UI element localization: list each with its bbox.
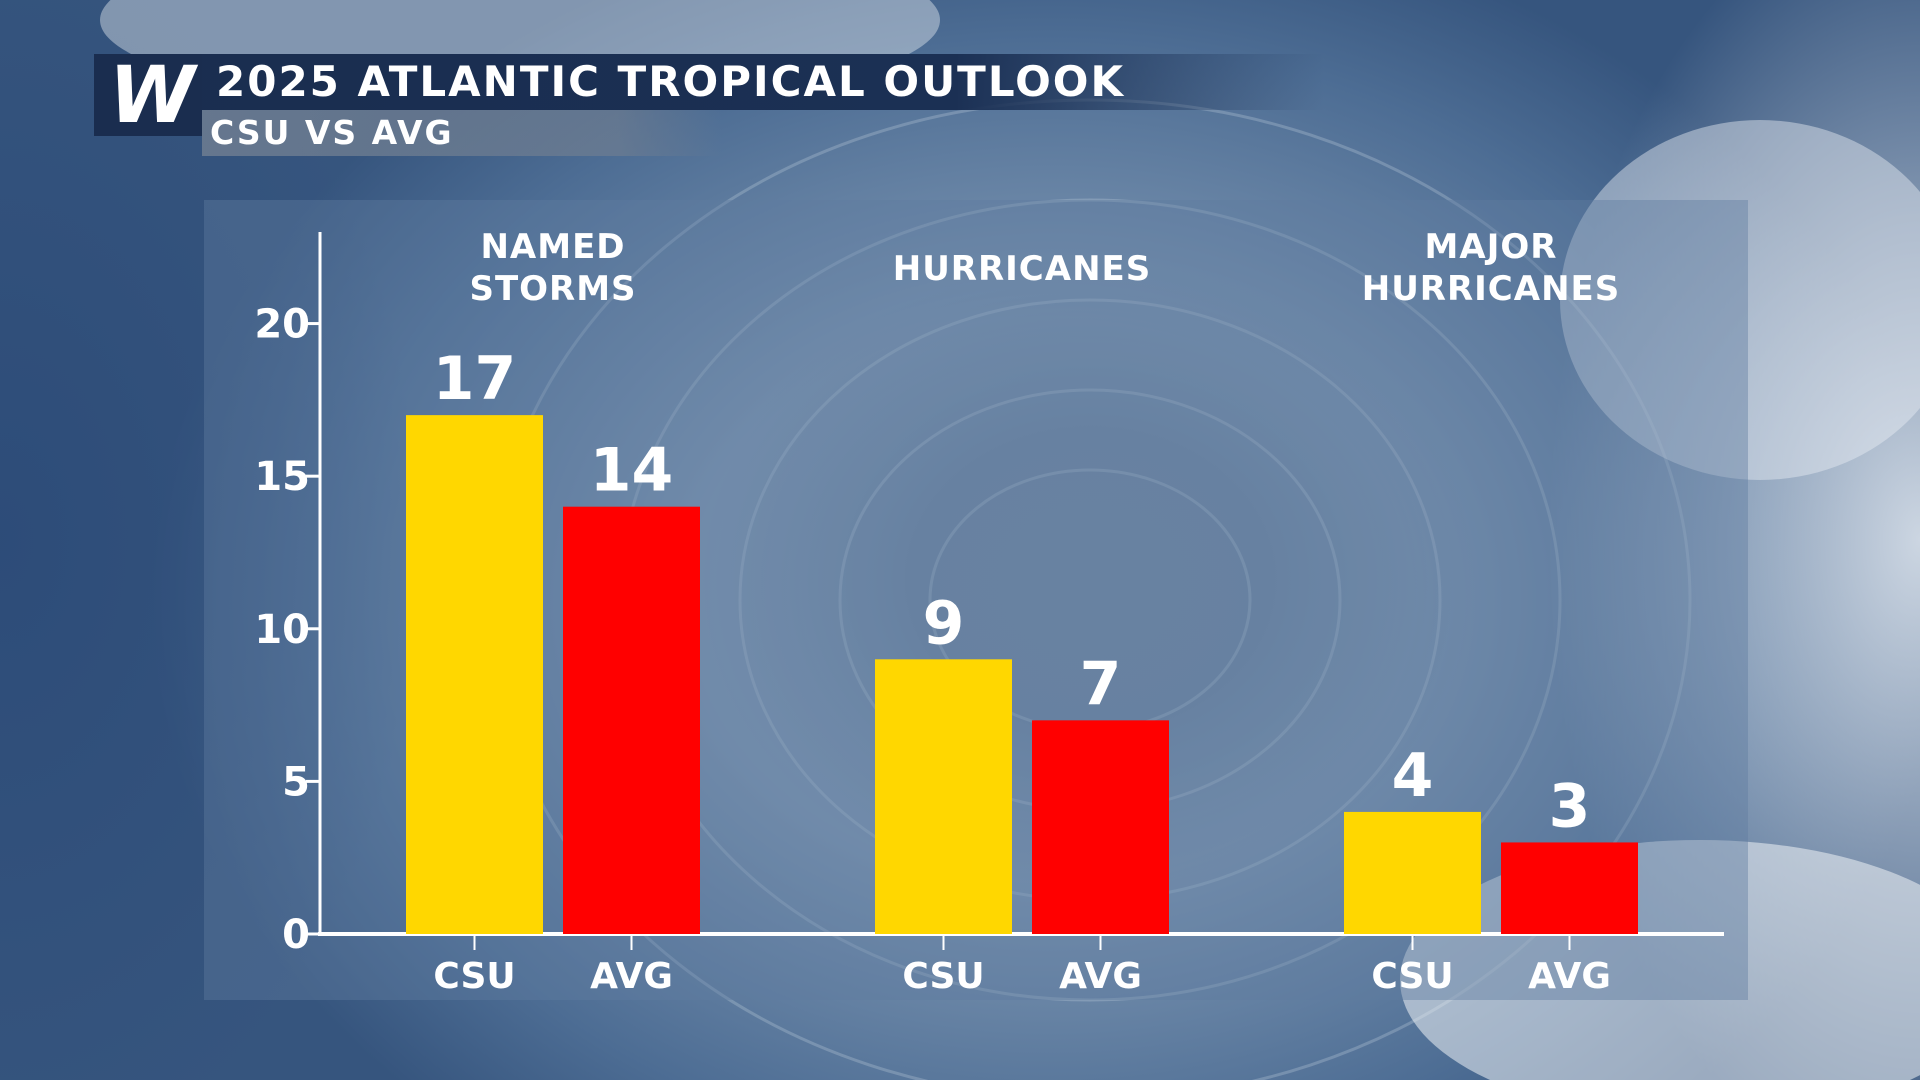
bar-avg-3 [1501, 842, 1638, 934]
x-tick-label: AVG [1059, 956, 1142, 997]
value-label: 9 [923, 588, 965, 658]
value-label: 17 [433, 344, 517, 414]
bar-csu-3 [1344, 811, 1481, 934]
x-axis-labels: CSU AVG CSU AVG CSU AVG [433, 934, 1611, 997]
x-tick-label: CSU [902, 956, 984, 997]
y-tick-label: 10 [254, 607, 310, 653]
category-label: HURRICANES [893, 249, 1152, 289]
bar-csu-2 [875, 659, 1012, 934]
weather-logo-icon: W [108, 51, 195, 141]
value-labels: 17 14 9 7 4 3 [433, 344, 1591, 841]
value-label: 4 [1392, 741, 1434, 811]
x-tick-label: CSU [1371, 956, 1453, 997]
x-tick-label: AVG [1528, 956, 1611, 997]
value-label: 3 [1549, 771, 1591, 841]
category-label: MAJOR [1425, 227, 1558, 267]
page-title: 2025 ATLANTIC TROPICAL OUTLOOK [216, 57, 1126, 106]
category-label: STORMS [469, 269, 636, 309]
y-tick-label: 15 [254, 454, 310, 500]
bar-csu-1 [406, 415, 543, 934]
chart-bars [406, 415, 1638, 934]
value-label: 14 [590, 436, 674, 506]
x-tick-label: CSU [433, 956, 515, 997]
y-tick-label: 0 [282, 912, 310, 958]
bar-avg-2 [1032, 720, 1169, 934]
value-label: 7 [1080, 649, 1122, 719]
y-axis-ticks: 0 5 10 15 20 [254, 302, 320, 958]
category-label: NAMED [480, 227, 625, 267]
subtitle-bar [202, 110, 722, 156]
chart-axes [318, 232, 1724, 936]
logo-badge [94, 54, 202, 136]
page-subtitle: CSU VS AVG [210, 113, 454, 152]
bar-avg-1 [563, 506, 700, 934]
y-tick-label: 5 [282, 759, 310, 805]
y-tick-label: 20 [254, 302, 310, 348]
title-bar [94, 54, 1324, 110]
x-tick-label: AVG [590, 956, 673, 997]
category-label: HURRICANES [1362, 269, 1621, 309]
